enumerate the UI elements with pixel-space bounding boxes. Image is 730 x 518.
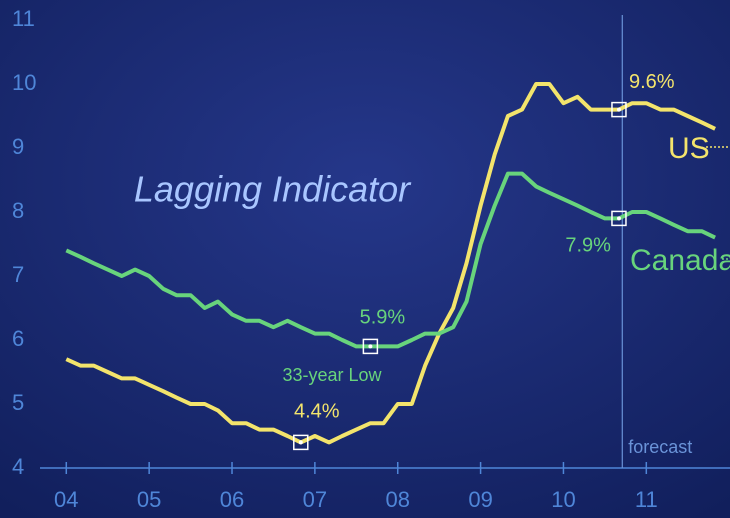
y-tick-label: 4 — [12, 454, 24, 479]
highlight-dot — [298, 440, 303, 445]
x-tick-label: 06 — [220, 487, 244, 512]
x-tick-label: 09 — [468, 487, 492, 512]
y-tick-label: 7 — [12, 262, 24, 287]
series-line — [65, 171, 716, 349]
annotation: 4.4% — [294, 401, 340, 423]
x-tick-label: 08 — [385, 487, 409, 512]
x-tick-label: 04 — [54, 487, 78, 512]
series-line — [65, 82, 716, 445]
highlight-dot — [368, 344, 373, 349]
chart-title: Lagging Indicator — [134, 169, 412, 210]
highlight-dot — [616, 107, 621, 112]
y-tick-label: 5 — [12, 390, 24, 415]
annotation: 7.9% — [565, 235, 611, 257]
annotation: 5.9% — [360, 307, 406, 329]
x-tick-label: 05 — [137, 487, 161, 512]
annotation: 9.6% — [629, 71, 675, 93]
highlight-marker — [611, 101, 627, 118]
y-tick-label: 8 — [12, 198, 24, 223]
y-tick-label: 6 — [12, 326, 24, 351]
highlight-dot — [616, 216, 621, 221]
x-tick-label: 10 — [551, 487, 575, 512]
y-tick-label: 10 — [12, 70, 36, 95]
series-label: Canada — [630, 244, 730, 277]
x-tick-label: 11 — [635, 487, 658, 512]
y-tick-label: 11 — [12, 6, 35, 31]
series-label: US — [668, 132, 710, 165]
x-tick-label: 07 — [303, 487, 327, 512]
highlight-marker — [362, 338, 379, 355]
annotation: 33-year Low — [282, 365, 382, 385]
y-tick-label: 9 — [12, 134, 24, 159]
forecast-label: forecast — [628, 437, 692, 457]
highlight-marker — [611, 210, 627, 227]
highlight-marker — [293, 434, 309, 451]
